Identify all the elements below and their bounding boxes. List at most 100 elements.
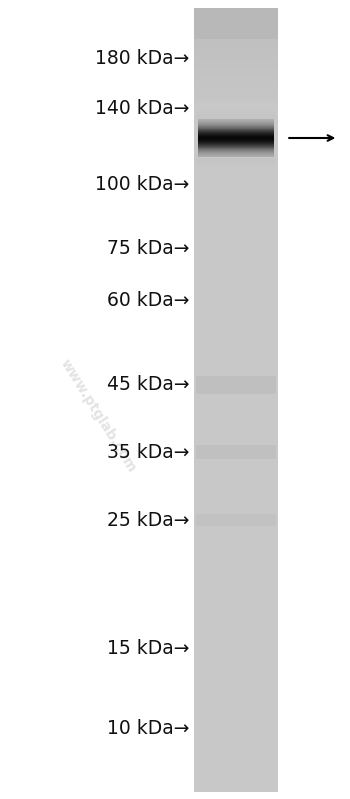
Bar [194,705,278,708]
Bar [194,585,278,588]
Bar [194,50,278,53]
Bar [194,692,278,695]
Bar [194,274,278,277]
Bar [194,519,278,523]
Bar [194,556,278,559]
Bar [194,603,278,606]
Bar [194,66,278,69]
Bar [194,269,278,272]
Bar [194,89,278,92]
Bar [194,225,278,228]
Bar [194,392,278,395]
Bar [194,78,278,81]
Bar [194,676,278,679]
Bar [194,501,278,504]
Bar [194,99,278,102]
Bar [194,760,278,763]
Bar [194,240,278,244]
Bar [194,781,278,784]
Bar [196,158,276,159]
Bar [194,402,278,405]
Bar [194,70,278,74]
Bar [194,736,278,739]
Bar [194,762,278,765]
Bar [194,157,278,160]
Bar [194,363,278,366]
Bar [194,741,278,745]
Bar [194,462,278,465]
Bar [196,116,276,117]
Bar [194,671,278,674]
Bar [196,165,276,166]
Bar [196,160,276,161]
Bar [194,752,278,755]
Bar [194,237,278,240]
Bar [194,515,278,518]
Bar [194,321,278,324]
Bar [194,313,278,316]
Bar [194,198,278,201]
Bar [194,282,278,285]
Bar [194,253,278,256]
Bar [194,332,278,335]
Bar [194,475,278,479]
Bar [194,783,278,786]
Bar [194,74,278,77]
Bar [194,768,278,770]
Bar [194,436,278,439]
Bar [196,161,276,163]
Bar [194,694,278,698]
Bar [194,407,278,411]
Bar [194,128,278,131]
Bar [194,775,278,778]
Bar [194,387,278,390]
Bar [194,666,278,669]
Bar [194,334,278,337]
Bar [194,757,278,760]
Bar [194,624,278,627]
Bar [194,523,278,525]
Bar [194,256,278,259]
Bar [194,55,278,58]
Bar [194,543,278,547]
Bar [194,214,278,217]
Bar [194,551,278,554]
Bar [194,243,278,246]
Bar [196,113,276,114]
Bar [194,60,278,63]
Bar [194,629,278,632]
Bar [194,138,278,141]
Bar [194,455,278,457]
Bar [196,376,276,394]
Text: 15 kDa→: 15 kDa→ [107,638,189,658]
Bar [194,183,278,186]
Bar [194,634,278,638]
Bar [194,42,278,45]
Bar [194,749,278,753]
Bar [194,342,278,345]
Bar [194,467,278,471]
Bar [194,63,278,66]
Bar [194,415,278,418]
Bar [194,527,278,531]
Bar [194,418,278,421]
Bar [194,410,278,413]
Bar [194,483,278,486]
Bar [194,554,278,557]
Bar [194,715,278,718]
Bar [194,718,278,721]
Bar [194,173,278,176]
Bar [194,439,278,442]
Bar [194,559,278,562]
Bar [194,102,278,105]
Bar [194,227,278,230]
Bar [194,684,278,687]
Bar [194,201,278,205]
Bar [194,447,278,450]
Bar [194,538,278,541]
Bar [194,486,278,489]
Bar [194,697,278,700]
Bar [194,107,278,110]
Bar [194,264,278,267]
Bar [194,647,278,650]
